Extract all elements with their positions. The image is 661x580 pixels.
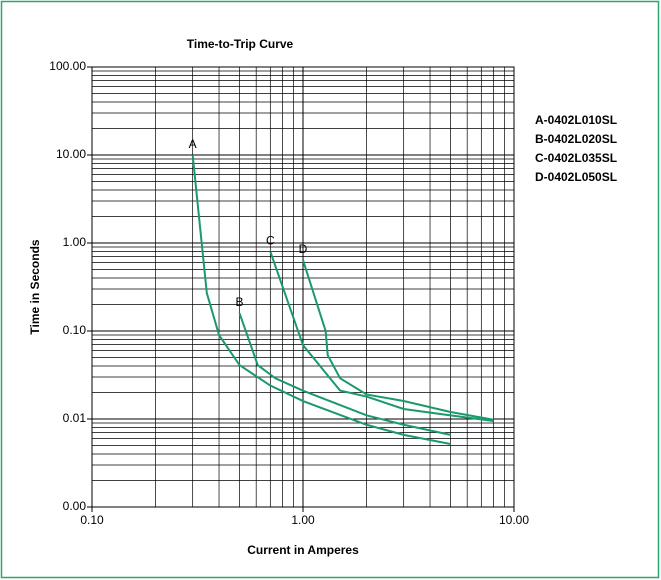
y-tick-label: 0.10 [63, 323, 87, 337]
y-tick-label: 1.00 [63, 235, 87, 249]
y-tick-label: 10.00 [56, 147, 86, 161]
curve-label: B [235, 295, 243, 309]
x-tick-label: 1.00 [291, 513, 315, 527]
x-axis-label: Current in Amperes [247, 543, 359, 557]
curve [191, 154, 451, 445]
legend-entry: B-0402L020SL [535, 132, 617, 146]
curve [269, 251, 494, 422]
y-tick-label: 100.00 [49, 59, 86, 73]
curve-label: D [299, 242, 308, 256]
legend-entry: A-0402L010SL [535, 113, 617, 127]
y-tick-label: 0.00 [63, 499, 87, 513]
curve [238, 312, 451, 436]
y-axis-label: Time in Seconds [28, 239, 42, 334]
curve-label: C [266, 234, 275, 248]
y-tick-label: 0.01 [63, 411, 87, 425]
plot-border [91, 66, 515, 508]
chart-title: Time-to-Trip Curve [187, 37, 294, 51]
legend-entry: D-0402L050SL [535, 170, 617, 184]
x-tick-label: 10.00 [499, 513, 529, 527]
x-tick-label: 0.10 [80, 513, 104, 527]
curve [302, 259, 494, 421]
curve-label: A [189, 137, 197, 151]
legend-entry: C-0402L035SL [535, 151, 617, 165]
